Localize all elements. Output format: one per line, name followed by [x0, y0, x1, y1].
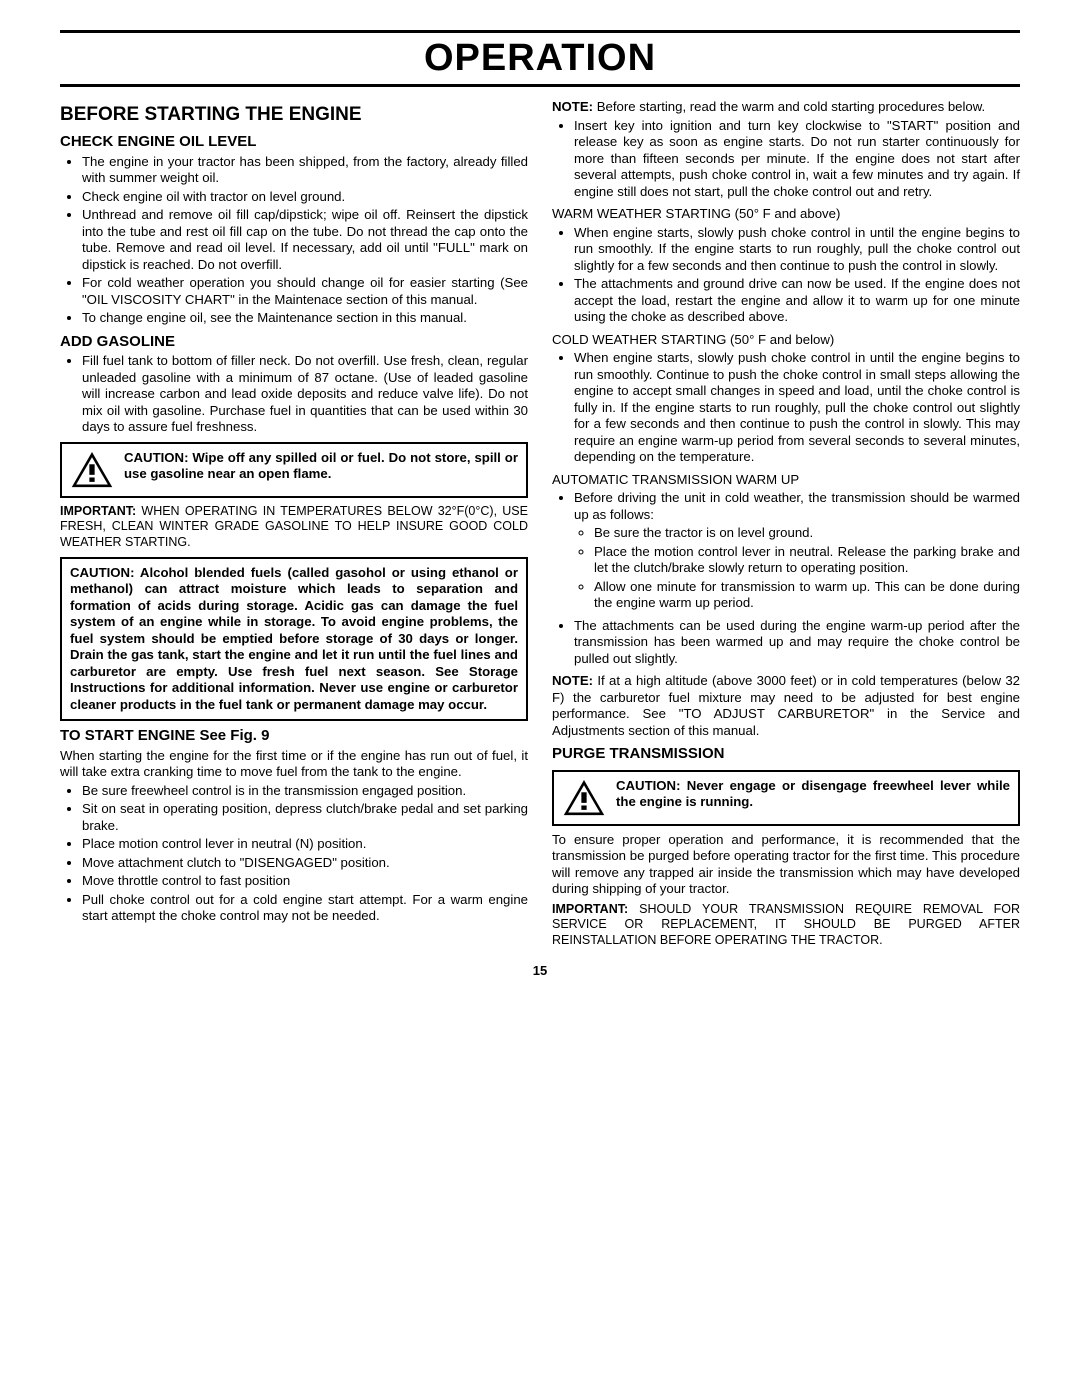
note: NOTE: Before starting, read the warm and…: [552, 99, 1020, 116]
note: NOTE: If at a high altitude (above 3000 …: [552, 673, 1020, 739]
title-bar: OPERATION: [60, 30, 1020, 87]
subsection-heading: ADD GASOLINE: [60, 333, 528, 352]
sub-bullet-list: Be sure the tractor is on level ground. …: [574, 525, 1020, 612]
important-note: IMPORTANT: WHEN OPERATING IN TEMPERATURE…: [60, 504, 528, 551]
page-title: OPERATION: [60, 37, 1020, 80]
sub-heading: COLD WEATHER STARTING (50° F and below): [552, 332, 1020, 349]
subsection-heading: PURGE TRANSMISSION: [552, 745, 1020, 764]
list-item: Move attachment clutch to "DISENGAGED" p…: [82, 855, 528, 872]
caution-text: CAUTION: Never engage or disengage freew…: [616, 778, 1010, 811]
bullet-list: The engine in your tractor has been ship…: [60, 154, 528, 327]
note-text: If at a high altitude (above 3000 feet) …: [552, 673, 1020, 738]
list-item: Insert key into ignition and turn key cl…: [574, 118, 1020, 201]
subsection-heading: TO START ENGINE See Fig. 9: [60, 727, 528, 746]
important-label: IMPORTANT:: [60, 504, 136, 518]
list-item: Sit on seat in operating position, depre…: [82, 801, 528, 834]
section-heading: BEFORE STARTING THE ENGINE: [60, 103, 528, 127]
list-item: Check engine oil with tractor on level g…: [82, 189, 528, 206]
list-item: The engine in your tractor has been ship…: [82, 154, 528, 187]
list-item-text: Before driving the unit in cold weather,…: [574, 490, 1020, 522]
bullet-list: Insert key into ignition and turn key cl…: [552, 118, 1020, 201]
columns: BEFORE STARTING THE ENGINE CHECK ENGINE …: [60, 97, 1020, 953]
list-item: Move throttle control to fast position: [82, 873, 528, 890]
bullet-list: Fill fuel tank to bottom of filler neck.…: [60, 353, 528, 436]
caution-box: CAUTION: Never engage or disengage freew…: [552, 770, 1020, 826]
subsection-heading: CHECK ENGINE OIL LEVEL: [60, 133, 528, 152]
paragraph: When starting the engine for the first t…: [60, 748, 528, 781]
paragraph: To ensure proper operation and performan…: [552, 832, 1020, 898]
bullet-list: Be sure freewheel control is in the tran…: [60, 783, 528, 925]
caution-box: CAUTION: Wipe off any spilled oil or fue…: [60, 442, 528, 498]
right-column: NOTE: Before starting, read the warm and…: [552, 97, 1020, 953]
caution-text: CAUTION: Wipe off any spilled oil or fue…: [124, 450, 518, 483]
list-item: Place motion control lever in neutral (N…: [82, 836, 528, 853]
left-column: BEFORE STARTING THE ENGINE CHECK ENGINE …: [60, 97, 528, 953]
warning-icon: [70, 450, 114, 490]
warning-icon: [562, 778, 606, 818]
list-item: Be sure freewheel control is in the tran…: [82, 783, 528, 800]
important-note: IMPORTANT: SHOULD YOUR TRANSMISSION REQU…: [552, 902, 1020, 949]
note-label: NOTE:: [552, 99, 593, 114]
list-item: For cold weather operation you should ch…: [82, 275, 528, 308]
caution-box: CAUTION: Alcohol blended fuels (called g…: [60, 557, 528, 722]
important-label: IMPORTANT:: [552, 902, 628, 916]
bullet-list: Before driving the unit in cold weather,…: [552, 490, 1020, 667]
list-item: Before driving the unit in cold weather,…: [574, 490, 1020, 612]
list-item: To change engine oil, see the Maintenanc…: [82, 310, 528, 327]
list-item: Allow one minute for transmission to war…: [594, 579, 1020, 612]
bullet-list: When engine starts, slowly push choke co…: [552, 350, 1020, 466]
list-item: Place the motion control lever in neutra…: [594, 544, 1020, 577]
note-text: Before starting, read the warm and cold …: [597, 99, 986, 114]
list-item: The attachments can be used during the e…: [574, 618, 1020, 668]
list-item: The attachments and ground drive can now…: [574, 276, 1020, 326]
page-number: 15: [60, 963, 1020, 978]
sub-heading: AUTOMATIC TRANSMISSION WARM UP: [552, 472, 1020, 489]
sub-heading: WARM WEATHER STARTING (50° F and above): [552, 206, 1020, 223]
list-item: Be sure the tractor is on level ground.: [594, 525, 1020, 542]
bullet-list: When engine starts, slowly push choke co…: [552, 225, 1020, 326]
note-label: NOTE:: [552, 673, 593, 688]
caution-text: CAUTION: Alcohol blended fuels (called g…: [70, 565, 518, 714]
list-item: When engine starts, slowly push choke co…: [574, 225, 1020, 275]
list-item: When engine starts, slowly push choke co…: [574, 350, 1020, 466]
list-item: Fill fuel tank to bottom of filler neck.…: [82, 353, 528, 436]
list-item: Unthread and remove oil fill cap/dipstic…: [82, 207, 528, 273]
list-item: Pull choke control out for a cold engine…: [82, 892, 528, 925]
